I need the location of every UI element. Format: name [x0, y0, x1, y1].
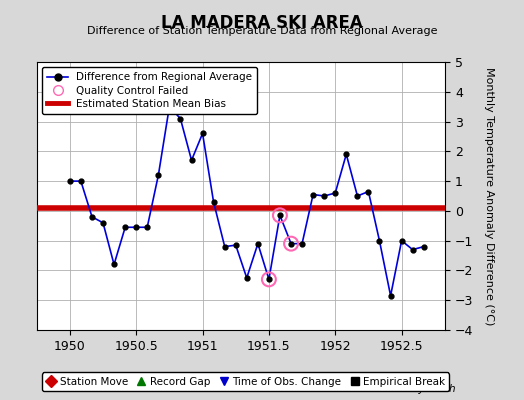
Y-axis label: Monthly Temperature Anomaly Difference (°C): Monthly Temperature Anomaly Difference (…	[484, 67, 494, 325]
Text: Difference of Station Temperature Data from Regional Average: Difference of Station Temperature Data f…	[87, 26, 437, 36]
Point	[265, 276, 273, 282]
Text: Berkeley Earth: Berkeley Earth	[379, 384, 456, 394]
Point	[287, 240, 295, 247]
Legend: Station Move, Record Gap, Time of Obs. Change, Empirical Break: Station Move, Record Gap, Time of Obs. C…	[42, 372, 449, 391]
Text: LA MADERA SKI AREA: LA MADERA SKI AREA	[161, 14, 363, 32]
Legend: Difference from Regional Average, Quality Control Failed, Estimated Station Mean: Difference from Regional Average, Qualit…	[42, 67, 257, 114]
Point	[276, 212, 284, 218]
